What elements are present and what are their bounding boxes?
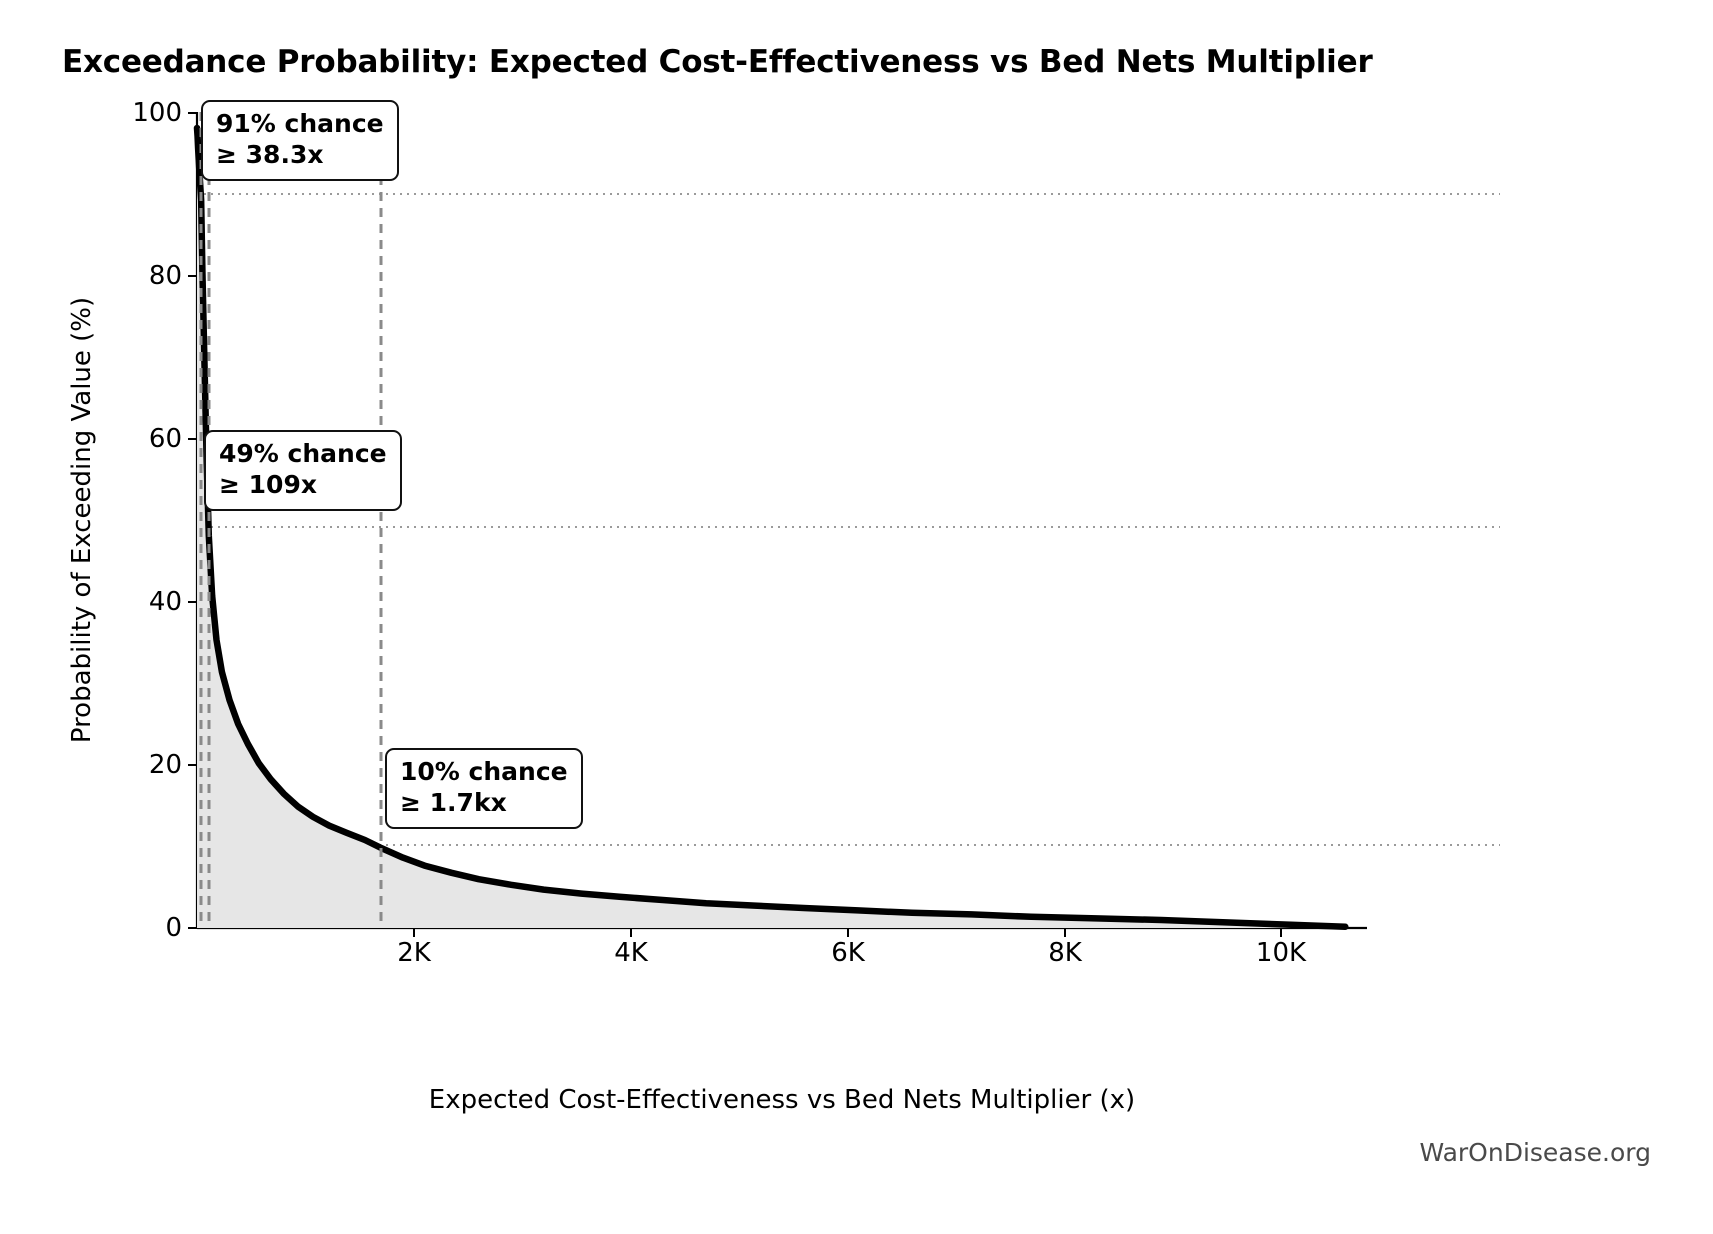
annotation-10-percent: 10% chance ≥ 1.7kx — [385, 748, 583, 829]
exceedance-curve — [193, 124, 1349, 931]
annotation-49-percent: 49% chance ≥ 109x — [204, 430, 402, 511]
y-axis-label-text: Probability of Exceeding Value (%) — [67, 296, 97, 744]
y-tick-label-100: 100 — [132, 98, 182, 128]
y-tick-label-0: 0 — [165, 913, 182, 943]
annotation-49-line2: ≥ 109x — [219, 469, 317, 499]
x-axis-label: Expected Cost-Effectiveness vs Bed Nets … — [428, 1085, 1136, 1115]
x-tick-mark — [1280, 928, 1282, 937]
y-tick-mark — [188, 764, 197, 766]
annotation-10-line1: 10% chance — [400, 757, 568, 786]
x-tick-label-10K: 10K — [1255, 938, 1307, 968]
y-tick-mark — [188, 927, 197, 929]
chart-title: Exceedance Probability: Expected Cost-Ef… — [62, 44, 1373, 80]
y-tick-label-40: 40 — [148, 587, 182, 617]
exceedance-area-fill — [197, 128, 1346, 928]
x-tick-label-4K: 4K — [614, 938, 648, 968]
watermark: WarOnDisease.org — [1419, 1138, 1651, 1167]
x-tick-label-2K: 2K — [397, 938, 431, 968]
annotation-49-line1: 49% chance — [219, 439, 387, 468]
x-tick-mark — [630, 928, 632, 937]
y-tick-mark — [188, 275, 197, 277]
y-axis-label: Probability of Exceeding Value (%) — [62, 112, 102, 928]
y-tick-label-60: 60 — [148, 424, 182, 454]
y-tick-label-80: 80 — [148, 261, 182, 291]
x-tick-label-8K: 8K — [1048, 938, 1082, 968]
annotation-91-line2: ≥ 38.3x — [216, 139, 324, 169]
x-tick-mark — [413, 928, 415, 937]
x-tick-label-6K: 6K — [831, 938, 865, 968]
annotation-91-line1: 91% chance — [216, 109, 384, 138]
x-tick-mark — [1064, 928, 1066, 937]
y-tick-label-20: 20 — [148, 750, 182, 780]
y-tick-mark — [188, 112, 197, 114]
y-tick-mark — [188, 601, 197, 603]
y-tick-mark — [188, 438, 197, 440]
annotation-91-percent: 91% chance ≥ 38.3x — [201, 100, 399, 181]
x-tick-mark — [847, 928, 849, 937]
annotation-10-line2: ≥ 1.7kx — [400, 787, 507, 817]
